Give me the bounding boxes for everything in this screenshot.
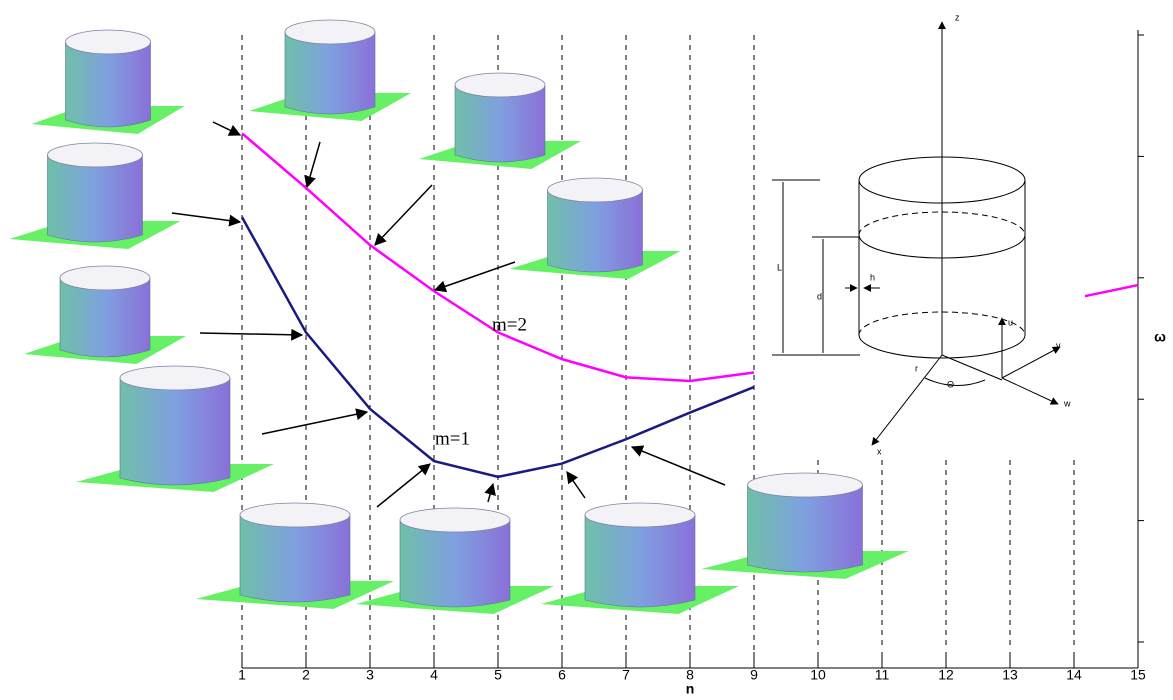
- label-v: v: [1056, 340, 1061, 350]
- arrow: [377, 464, 430, 507]
- label-d: d: [817, 291, 822, 301]
- label-w: w: [1063, 398, 1071, 408]
- label-z: z: [955, 12, 960, 22]
- cylinder-rim: [66, 30, 151, 54]
- cylinder-body: [400, 520, 510, 607]
- cylinder-body: [66, 42, 151, 127]
- x-tick-label: 12: [938, 667, 954, 683]
- x-tick-label: 13: [1002, 667, 1018, 683]
- cylinder-rim: [585, 503, 695, 527]
- x-tick-label: 1: [238, 667, 246, 683]
- x-tick-label: 14: [1066, 667, 1082, 683]
- arrow: [213, 122, 240, 135]
- cylinder-body: [585, 515, 695, 607]
- x-tick-label: 10: [810, 667, 826, 683]
- arrow: [488, 484, 493, 502]
- label-L: L: [777, 262, 782, 272]
- arrow: [172, 213, 240, 222]
- arrow: [307, 142, 320, 187]
- cylinder-rim: [240, 503, 350, 527]
- label-theta: Θ: [947, 379, 954, 389]
- series-label: m=1: [435, 428, 470, 449]
- x-axis-label: n: [686, 681, 695, 697]
- x-tick-label: 4: [430, 667, 438, 683]
- arrow: [632, 447, 725, 485]
- cylinder-rim: [455, 73, 545, 97]
- x-tick-label: 7: [622, 667, 630, 683]
- label-u: u: [1008, 317, 1013, 327]
- x-tick-label: 15: [1130, 667, 1146, 683]
- arrow: [262, 412, 367, 434]
- cylinder-body: [748, 485, 863, 572]
- cylinder-rim: [48, 143, 143, 167]
- y-axis-label: ω: [1154, 329, 1166, 345]
- x-tick-label: 5: [494, 667, 502, 683]
- cylinder-rim: [748, 473, 863, 497]
- arrow: [435, 262, 515, 290]
- cylinder-rim: [120, 366, 230, 390]
- x-tick-label: 9: [750, 667, 758, 683]
- cylinder-body: [48, 155, 143, 242]
- diagram-background: [765, 160, 1085, 450]
- cylinder-body: [120, 378, 230, 485]
- arrow: [567, 472, 585, 498]
- series-label: m=2: [492, 314, 527, 335]
- label-x: x: [877, 446, 882, 456]
- cylinder-rim: [548, 178, 643, 202]
- cylinder-rim: [400, 508, 510, 532]
- x-tick-label: 3: [366, 667, 374, 683]
- cylinder-rim: [60, 266, 150, 290]
- x-tick-label: 11: [875, 667, 890, 683]
- label-r: r: [915, 363, 918, 373]
- cylinder-rim: [285, 20, 375, 44]
- arrow: [200, 333, 302, 335]
- chart: 123456789101112131415 m=1m=2 ω n z L d h…: [0, 0, 1173, 700]
- cylinder-diagram: z L d h u v w r Θ x: [765, 12, 1085, 456]
- x-tick-label: 2: [302, 667, 310, 683]
- x-tick-label: 6: [558, 667, 566, 683]
- label-h: h: [870, 272, 875, 282]
- arrow: [375, 185, 432, 245]
- cylinder-body: [240, 515, 350, 602]
